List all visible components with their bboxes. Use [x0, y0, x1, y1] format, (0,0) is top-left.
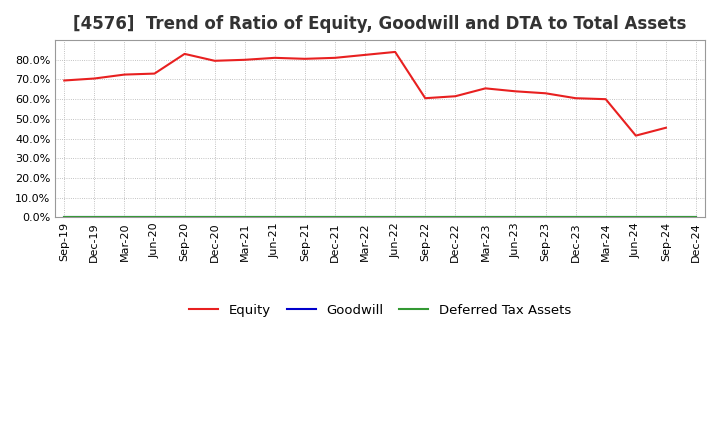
Goodwill: [481, 215, 490, 220]
Goodwill: [662, 215, 670, 220]
Deferred Tax Assets: [210, 215, 219, 220]
Equity: [180, 51, 189, 56]
Equity: [240, 57, 249, 62]
Equity: [271, 55, 279, 60]
Equity: [330, 55, 339, 60]
Deferred Tax Assets: [300, 215, 309, 220]
Goodwill: [601, 215, 610, 220]
Goodwill: [692, 215, 701, 220]
Equity: [361, 52, 369, 58]
Equity: [150, 71, 159, 76]
Goodwill: [210, 215, 219, 220]
Deferred Tax Assets: [572, 215, 580, 220]
Goodwill: [271, 215, 279, 220]
Equity: [421, 95, 430, 101]
Deferred Tax Assets: [361, 215, 369, 220]
Deferred Tax Assets: [511, 215, 520, 220]
Deferred Tax Assets: [451, 215, 459, 220]
Line: Equity: Equity: [64, 52, 666, 136]
Deferred Tax Assets: [692, 215, 701, 220]
Equity: [662, 125, 670, 130]
Goodwill: [391, 215, 400, 220]
Title: [4576]  Trend of Ratio of Equity, Goodwill and DTA to Total Assets: [4576] Trend of Ratio of Equity, Goodwil…: [73, 15, 687, 33]
Goodwill: [150, 215, 159, 220]
Goodwill: [572, 215, 580, 220]
Deferred Tax Assets: [180, 215, 189, 220]
Goodwill: [90, 215, 99, 220]
Deferred Tax Assets: [391, 215, 400, 220]
Goodwill: [451, 215, 459, 220]
Equity: [210, 58, 219, 63]
Goodwill: [631, 215, 640, 220]
Equity: [451, 94, 459, 99]
Deferred Tax Assets: [662, 215, 670, 220]
Goodwill: [120, 215, 129, 220]
Equity: [60, 78, 68, 83]
Equity: [572, 95, 580, 101]
Goodwill: [300, 215, 309, 220]
Equity: [120, 72, 129, 77]
Deferred Tax Assets: [631, 215, 640, 220]
Deferred Tax Assets: [90, 215, 99, 220]
Goodwill: [180, 215, 189, 220]
Equity: [511, 89, 520, 94]
Deferred Tax Assets: [271, 215, 279, 220]
Equity: [481, 86, 490, 91]
Equity: [541, 91, 550, 96]
Deferred Tax Assets: [541, 215, 550, 220]
Deferred Tax Assets: [601, 215, 610, 220]
Equity: [90, 76, 99, 81]
Legend: Equity, Goodwill, Deferred Tax Assets: Equity, Goodwill, Deferred Tax Assets: [184, 298, 576, 322]
Goodwill: [60, 215, 68, 220]
Goodwill: [240, 215, 249, 220]
Deferred Tax Assets: [60, 215, 68, 220]
Deferred Tax Assets: [330, 215, 339, 220]
Goodwill: [511, 215, 520, 220]
Equity: [631, 133, 640, 138]
Deferred Tax Assets: [240, 215, 249, 220]
Goodwill: [361, 215, 369, 220]
Deferred Tax Assets: [421, 215, 430, 220]
Equity: [601, 96, 610, 102]
Deferred Tax Assets: [120, 215, 129, 220]
Goodwill: [421, 215, 430, 220]
Goodwill: [330, 215, 339, 220]
Equity: [391, 49, 400, 55]
Goodwill: [541, 215, 550, 220]
Deferred Tax Assets: [481, 215, 490, 220]
Deferred Tax Assets: [150, 215, 159, 220]
Equity: [300, 56, 309, 62]
